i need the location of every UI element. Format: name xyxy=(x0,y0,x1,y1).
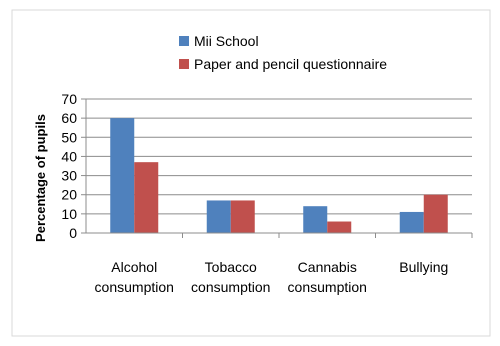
axes xyxy=(85,99,473,238)
chart-border xyxy=(11,9,491,337)
legend-swatch xyxy=(179,36,189,46)
y-tick-label: 20 xyxy=(61,187,77,203)
bar-paper-questionnaire xyxy=(423,194,448,233)
x-category-labels: Alcohol consumption Tobacco consumption Cann… xyxy=(95,259,449,295)
x-category-label: Alcohol xyxy=(111,259,157,275)
legend: Mii School Paper and pencil questionnaire xyxy=(179,33,387,72)
legend-swatch xyxy=(179,59,189,69)
bar-mii-school xyxy=(110,118,135,233)
y-tick-label: 40 xyxy=(61,148,77,164)
y-tick-label: 50 xyxy=(61,129,77,145)
x-category-label: consumption xyxy=(191,279,270,295)
y-tick-label: 30 xyxy=(61,168,77,184)
y-axis-label: Percentage of pupils xyxy=(33,114,48,242)
legend-label: Mii School xyxy=(194,33,259,49)
y-tick-label: 10 xyxy=(61,206,77,222)
y-tick-label: 60 xyxy=(61,110,77,126)
legend-label: Paper and pencil questionnaire xyxy=(194,56,387,72)
bar-mii-school xyxy=(399,211,424,233)
bar-mii-school xyxy=(206,200,231,233)
y-tick-label: 0 xyxy=(69,225,77,241)
x-category-label: consumption xyxy=(95,279,174,295)
y-tick-label: 70 xyxy=(61,91,77,107)
x-category-label: Tobacco xyxy=(205,259,257,275)
x-category-label: Cannabis xyxy=(298,259,357,275)
bar-mii-school xyxy=(303,206,328,233)
bars xyxy=(110,118,448,233)
bar-paper-questionnaire xyxy=(230,200,255,233)
x-category-label: Bullying xyxy=(399,259,448,275)
y-tick-labels: 0 10 20 30 40 50 60 70 xyxy=(61,91,77,241)
x-category-label: consumption xyxy=(288,279,367,295)
bar-paper-questionnaire xyxy=(327,221,352,233)
bar-paper-questionnaire xyxy=(134,162,159,233)
